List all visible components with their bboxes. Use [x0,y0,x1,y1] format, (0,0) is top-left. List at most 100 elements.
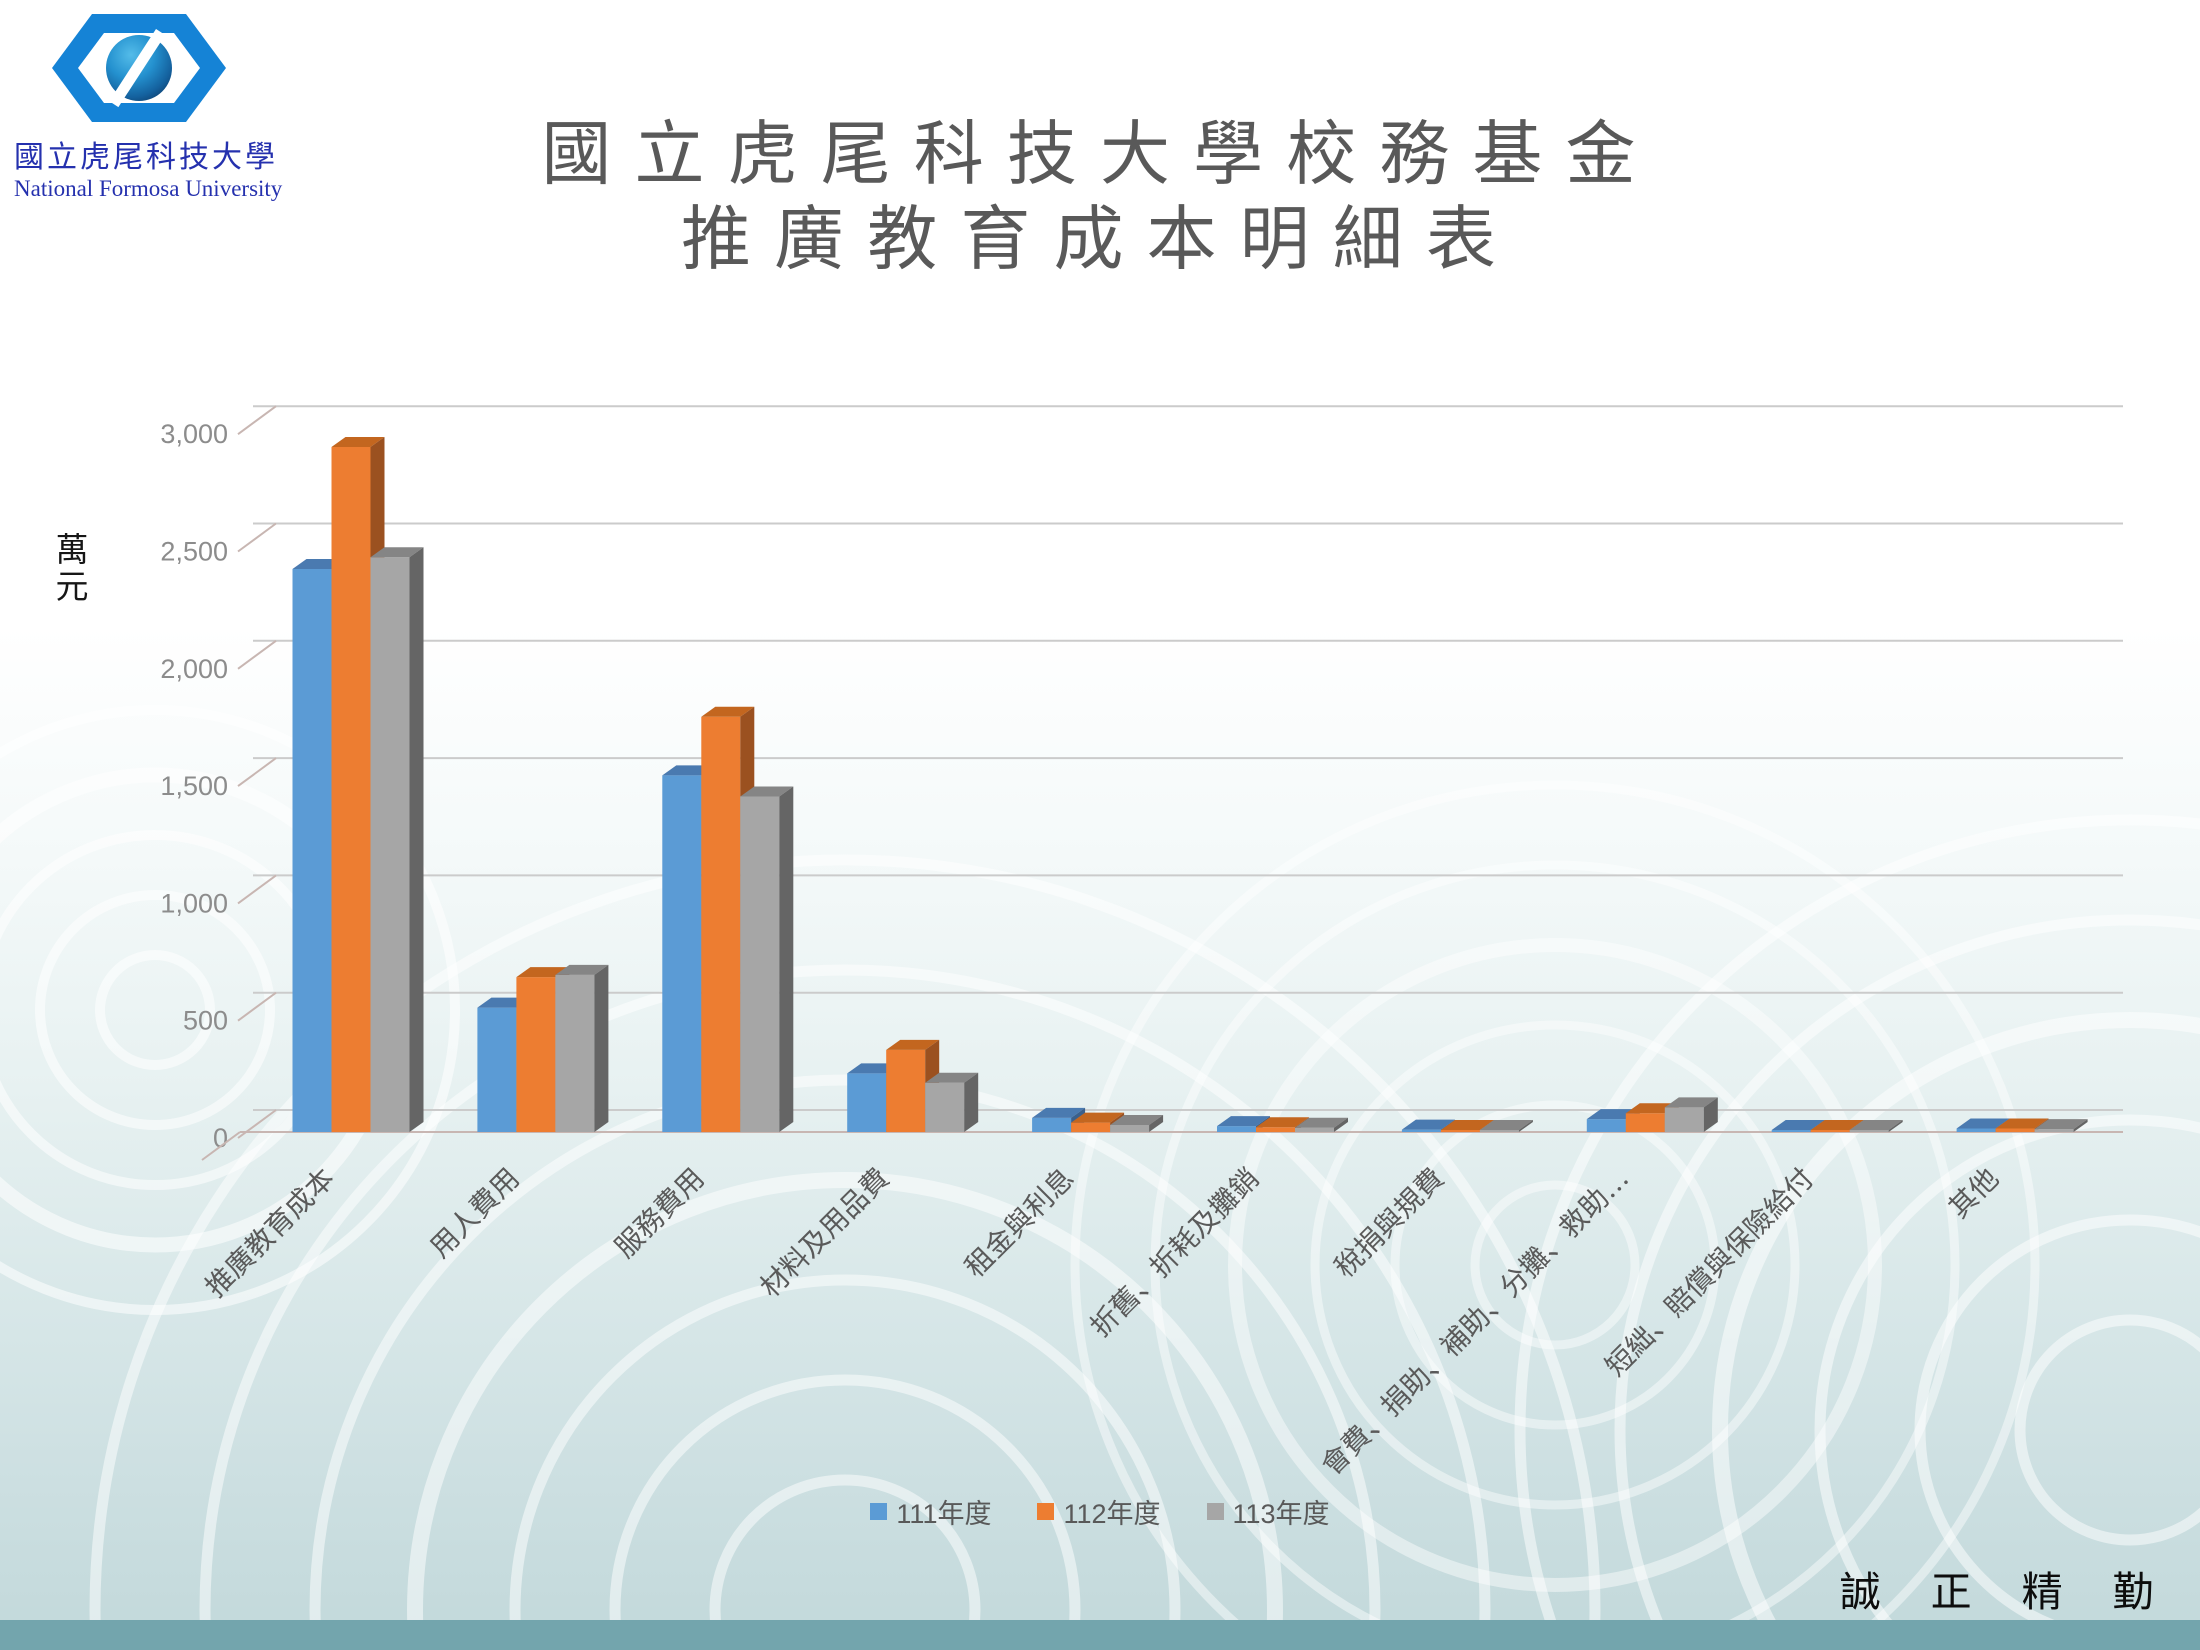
university-logo: 國立虎尾科技大學 National Formosa University [14,8,314,202]
legend-swatch-113 [1206,1503,1224,1520]
bar-top-s3-c9 [1849,1120,1903,1130]
decorative-circle [1614,914,2200,1650]
legend-label-113: 113年度 [1232,1499,1330,1529]
bar-top-s2-c3 [701,706,755,717]
y-tick-label: 2,500 [160,537,228,567]
bar-front-s2-c4 [886,1049,926,1132]
chart-legend: 111年度 112年度 113年度 [0,1492,2200,1531]
decorative-circle [1070,780,2040,1650]
y-axis-tick [237,757,277,787]
y-tick-label: 2,000 [160,654,228,684]
bar-top-s3-c7 [1479,1120,1533,1130]
decorative-circle [2014,1314,2200,1546]
university-logo-icon [52,14,226,122]
bar-top-s1-c5 [1032,1107,1086,1118]
bar-top-s1-c6 [1217,1116,1270,1127]
category-label: 租金與利息 [958,1162,1080,1284]
slide-title-line1: 國立虎尾科技大學校務基金 [541,113,1659,195]
bar-front-s2-c5 [1071,1122,1111,1132]
decorative-circle [199,964,1491,1650]
bottom-accent-bar [0,1620,2200,1650]
slide-title: 國立虎尾科技大學校務基金 推廣教育成本明細表 [0,112,2200,283]
decorative-circle [1470,1180,1640,1350]
bar-front-s2-c2 [516,977,556,1132]
bar-side-s3-c10 [2073,1119,2088,1132]
category-label: 稅捐與規費 [1328,1162,1450,1284]
bar-side-s3-c8 [1703,1097,1718,1132]
bar-top-s3-c5 [1110,1114,1164,1125]
bar-front-s1-c1 [292,568,332,1132]
y-tick-label: 0 [213,1123,228,1153]
bar-front-s3-c4 [925,1082,965,1132]
logo-globe-slash [109,28,166,108]
decorative-circle [1514,814,2200,1650]
legend-label-112: 112年度 [1063,1499,1161,1529]
legend-label-111: 111年度 [896,1499,992,1529]
y-axis-tick [237,522,277,553]
bar-front-s3-c9 [1849,1130,1889,1132]
bar-top-s2-c10 [1995,1118,2049,1129]
bar-front-s3-c10 [2034,1129,2074,1132]
bar-front-s2-c9 [1810,1130,1850,1132]
decorative-circle [407,1172,1283,1650]
bar-front-s1-c9 [1771,1130,1811,1132]
legend-item-111: 111年度 [870,1492,991,1531]
bar-top-s3-c6 [1295,1117,1348,1128]
decorative-circle [95,950,215,1070]
bar-front-s1-c7 [1401,1129,1441,1132]
bar-front-s3-c8 [1664,1107,1704,1132]
bar-top-s2-c1 [331,436,385,447]
bar-top-s1-c10 [1956,1118,2010,1129]
bar-front-s2-c8 [1625,1113,1665,1132]
bar-top-s3-c1 [370,547,424,558]
bar-top-s3-c10 [2034,1119,2088,1130]
category-label: 用人費用 [423,1162,526,1265]
category-label: 材料及用品費 [754,1162,896,1304]
decorative-circle [35,890,275,1130]
bar-side-s3-c3 [779,786,794,1132]
bar-front-s3-c1 [370,557,410,1132]
y-axis-unit-label: 萬元 [55,530,89,606]
decorative-circle [609,1374,1081,1650]
decorative-circle [509,1274,1181,1650]
decorative-circle [1390,1100,1720,1430]
bar-top-s2-c6 [1256,1117,1309,1128]
bar-side-s3-c9 [1888,1120,1903,1132]
bar-side-s3-c5 [1149,1114,1164,1132]
decorative-circle [1150,860,1960,1650]
category-label: 會費、捐助、補助、分攤、救助… [1315,1162,1635,1482]
y-tick-label: 3,000 [160,419,228,449]
legend-item-112: 112年度 [1037,1492,1161,1531]
bar-top-s3-c2 [555,964,609,975]
decorative-circle [89,854,1601,1650]
bar-top-s3-c4 [925,1072,979,1083]
school-motto: 誠 正 精 勤 [1839,1568,2172,1616]
y-axis-tick [237,874,277,905]
bar-front-s1-c5 [1032,1117,1072,1132]
bar-front-s2-c7 [1440,1130,1480,1132]
bar-front-s2-c3 [701,716,741,1132]
category-label: 服務費用 [608,1162,711,1265]
bar-front-s1-c6 [1217,1126,1256,1132]
bar-top-s2-c4 [886,1039,940,1050]
category-label: 短絀、賠償與保險給付 [1599,1162,1820,1383]
bar-front-s2-c10 [1995,1128,2035,1132]
bar-front-s2-c1 [331,446,371,1132]
legend-swatch-111 [870,1503,888,1520]
decorative-circle [1310,1020,1800,1510]
category-label: 折舊、折耗及攤銷 [1084,1162,1266,1344]
decorative-circle [309,1074,1381,1650]
bar-front-s1-c4 [847,1073,887,1132]
bar-front-s3-c3 [740,796,780,1132]
bar-side-s3-c4 [964,1072,979,1132]
bar-front-s3-c6 [1295,1127,1334,1132]
bar-front-s1-c10 [1956,1128,1996,1132]
slide-title-line2: 推廣教育成本明細表 [681,198,1519,281]
bar-front-s3-c5 [1110,1124,1150,1132]
legend-item-113: 113年度 [1206,1492,1330,1531]
bar-top-s3-c8 [1664,1097,1718,1108]
x-axis-corner [201,1131,241,1161]
y-axis-tick [237,991,277,1022]
bar-front-s1-c2 [477,1007,517,1132]
y-tick-label: 1,000 [160,888,228,918]
